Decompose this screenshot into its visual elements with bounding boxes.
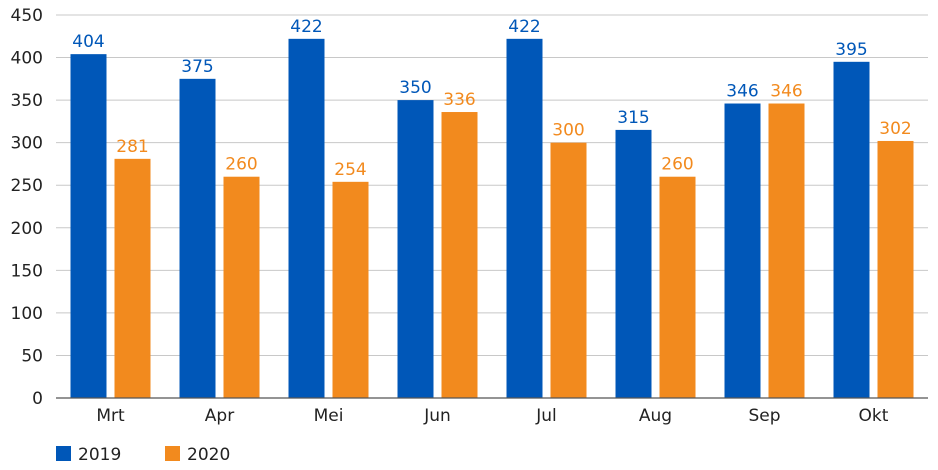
x-tick-label: Mrt [96, 406, 125, 426]
data-label-2019-Sep: 346 [726, 82, 758, 102]
bar-2020-Jul [550, 142, 587, 398]
data-label-2019-Jun: 350 [399, 78, 431, 98]
bar-2020-Aug [659, 176, 696, 398]
legend-label-2020: 2020 [187, 445, 230, 465]
bar-2019-Aug [615, 129, 652, 398]
bars [70, 38, 914, 399]
y-tick-label: 450 [11, 6, 43, 26]
bar-2020-Jun [441, 112, 478, 398]
y-tick-label: 200 [11, 219, 43, 239]
data-label-2020-Mrt: 281 [116, 137, 148, 157]
y-axis-ticks: 0 50 100 150 200 250 300 350 400 450 [11, 6, 43, 409]
y-tick-label: 50 [21, 346, 43, 366]
x-tick-label: Sep [748, 406, 780, 426]
data-labels: 404 281 375 260 422 254 350 336 422 300 315 260 346 3… [72, 17, 911, 180]
y-tick-label: 350 [11, 91, 43, 111]
y-tick-label: 100 [11, 304, 43, 324]
y-tick-label: 400 [11, 49, 43, 69]
y-tick-label: 250 [11, 176, 43, 196]
x-tick-label: Okt [859, 406, 889, 426]
y-tick-label: 300 [11, 134, 43, 154]
x-tick-label: Mei [314, 406, 344, 426]
bar-2019-Apr [179, 78, 216, 398]
data-label-2020-Jun: 336 [443, 90, 475, 110]
legend-label-2019: 2019 [78, 445, 121, 465]
legend: 2019 2020 [56, 445, 230, 465]
legend-swatch-2020 [165, 446, 180, 461]
y-tick-label: 0 [32, 389, 43, 409]
bar-2020-Apr [223, 176, 260, 398]
bar-2020-Sep [768, 103, 805, 398]
x-tick-label: Aug [639, 406, 672, 426]
data-label-2019-Apr: 375 [181, 57, 213, 77]
x-tick-label: Apr [205, 406, 234, 426]
data-label-2019-Aug: 315 [617, 108, 649, 128]
x-axis-ticks: Mrt Apr Mei Jun Jul Aug Sep Okt [96, 406, 888, 426]
bar-2019-Mrt [70, 54, 107, 398]
data-label-2020-Mei: 254 [334, 160, 366, 180]
bar-2019-Mei [288, 38, 325, 398]
bar-2020-Okt [877, 140, 914, 398]
y-tick-label: 150 [11, 261, 43, 281]
data-label-2019-Mrt: 404 [72, 32, 104, 52]
bar-2019-Jun [397, 100, 434, 398]
data-label-2019-Jul: 422 [508, 17, 540, 37]
bar-2019-Okt [833, 61, 870, 399]
data-label-2020-Apr: 260 [225, 155, 257, 175]
data-label-2019-Okt: 395 [835, 40, 867, 60]
data-label-2020-Aug: 260 [661, 155, 693, 175]
data-label-2020-Okt: 302 [879, 119, 911, 139]
bar-2019-Jul [506, 38, 543, 398]
x-tick-label: Jun [423, 406, 451, 426]
data-label-2020-Sep: 346 [770, 82, 802, 102]
data-label-2020-Jul: 300 [552, 121, 584, 141]
bar-2020-Mei [332, 181, 369, 398]
bar-2019-Sep [724, 103, 761, 398]
data-label-2019-Mei: 422 [290, 17, 322, 37]
bar-2020-Mrt [114, 158, 151, 398]
x-tick-label: Jul [535, 406, 557, 426]
legend-swatch-2019 [56, 446, 71, 461]
